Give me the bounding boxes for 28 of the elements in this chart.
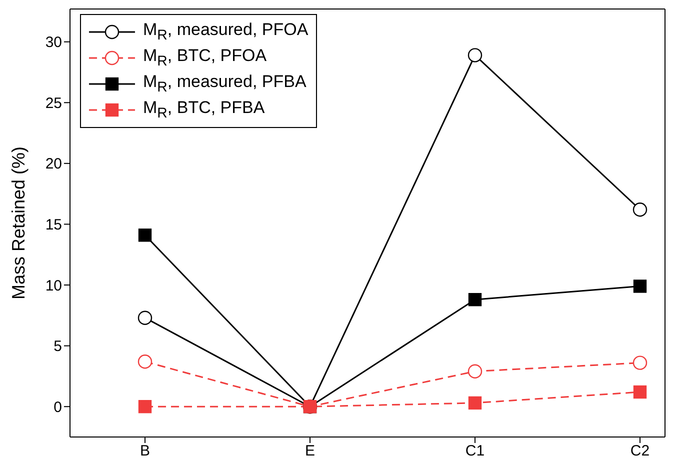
point: [138, 354, 152, 369]
y-tick-label: 5: [54, 338, 62, 356]
point: [468, 48, 482, 62]
point: [138, 310, 152, 325]
point: [632, 356, 648, 370]
y-tick-label: 30: [45, 34, 62, 52]
point: [468, 293, 482, 306]
y-axis-title: Mass Retained (%): [8, 146, 28, 300]
legend-label: M$_{R}$, measured, PFBA: [143, 72, 306, 96]
point: [138, 228, 152, 242]
point: [633, 280, 647, 293]
point: [138, 400, 152, 414]
y-tick-label: 25: [45, 94, 62, 112]
x-tick-label: B: [140, 442, 150, 460]
point: [632, 202, 648, 217]
legend-label: M$_{R}$, measured, PFOA: [143, 20, 308, 44]
point: [468, 364, 482, 378]
point: [633, 385, 647, 399]
x-tick-label: E: [304, 442, 316, 460]
y-tick-label: 15: [45, 216, 62, 234]
point: [468, 396, 482, 410]
legend-label: M$_{R}$, BTC, PFBA: [143, 98, 265, 122]
y-tick-label: 0: [54, 398, 62, 416]
legend-label: M$_{R}$, BTC, PFOA: [143, 46, 267, 70]
y-tick-label: 20: [45, 156, 62, 173]
x-tick-label: C2: [630, 442, 650, 460]
x-tick-label: C1: [465, 442, 485, 460]
y-tick-label: 10: [45, 277, 62, 294]
